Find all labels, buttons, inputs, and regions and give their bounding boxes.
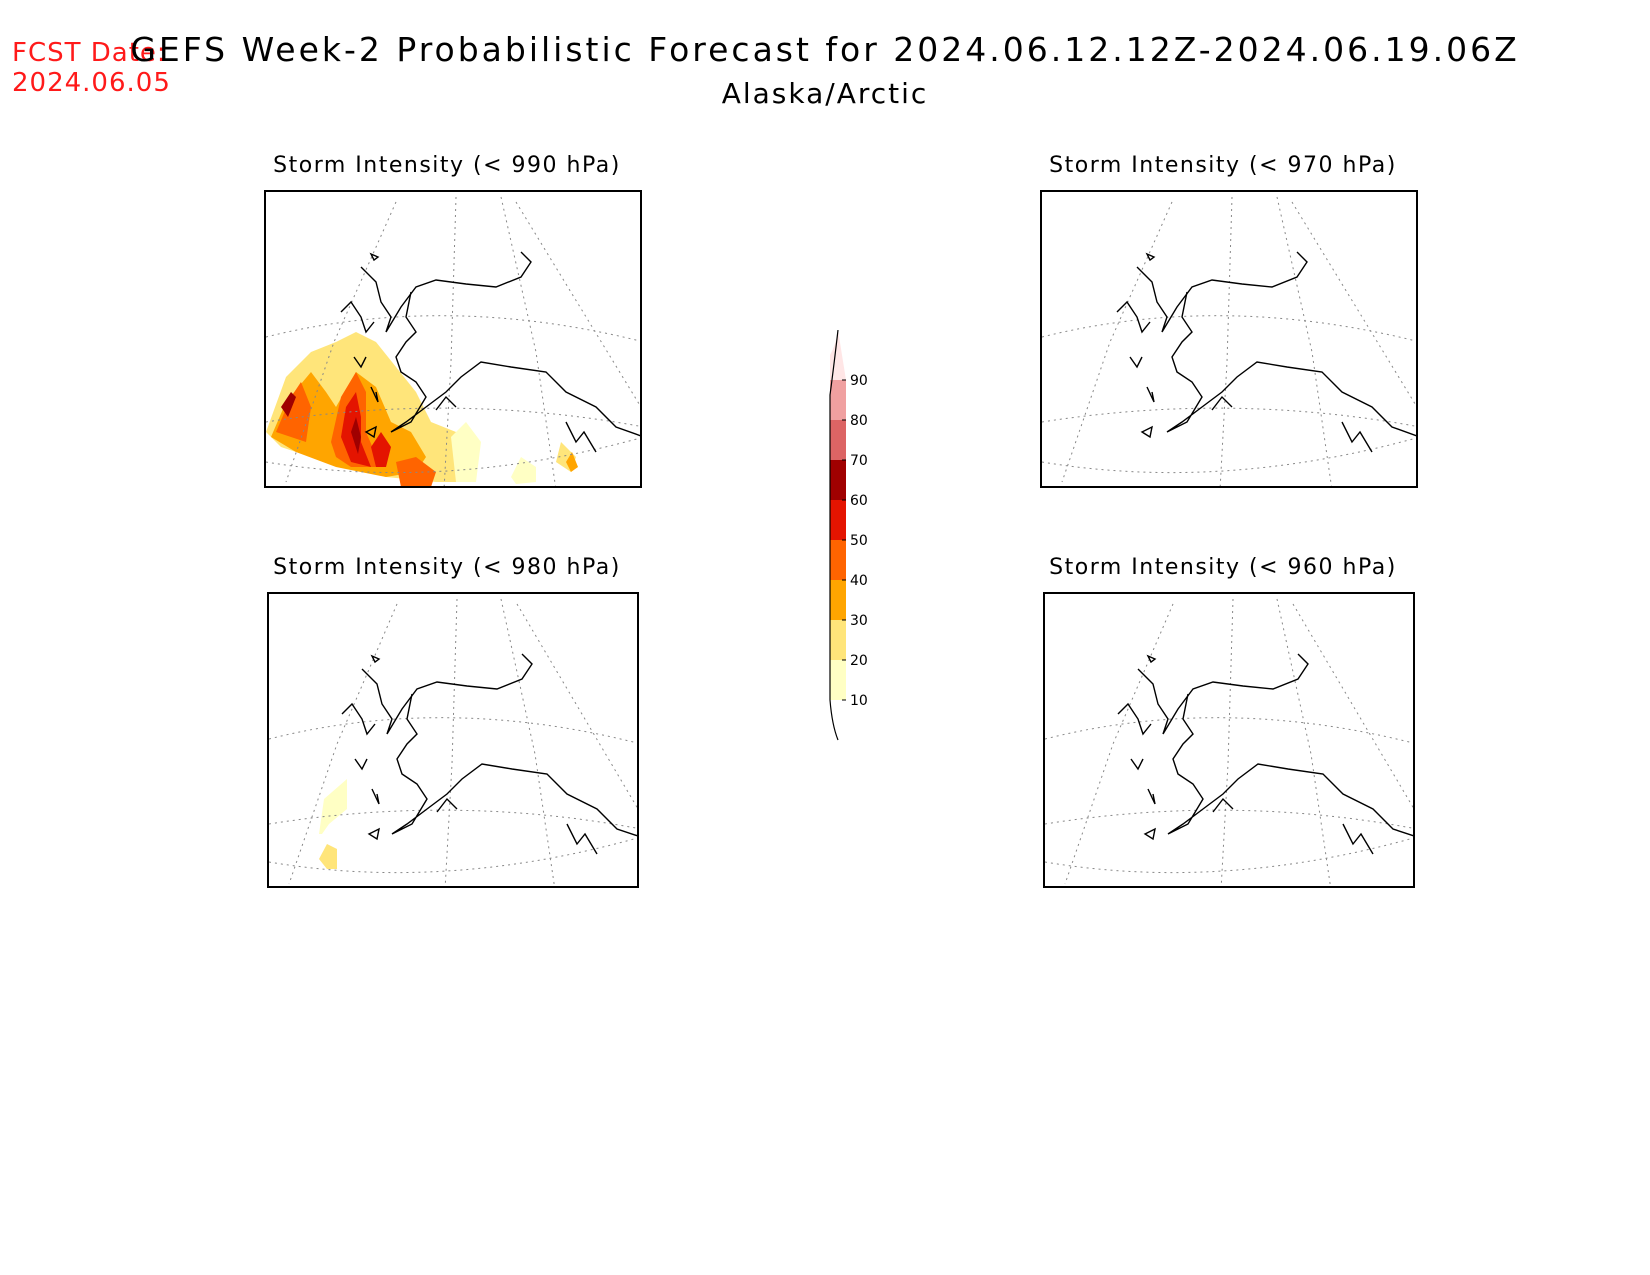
colorbar-tick-label: 10	[850, 693, 868, 709]
map-970-svg	[1042, 196, 1416, 486]
graticule-960	[1045, 598, 1413, 886]
colorbar-swatch	[830, 660, 846, 700]
coastline-980	[341, 653, 637, 855]
map-panel-970	[1040, 190, 1418, 488]
page-title: GEFS Week-2 Probabilistic Forecast for 2…	[0, 30, 1650, 69]
graticule-980	[269, 598, 637, 886]
colorbar-tick-label: 80	[850, 413, 868, 429]
colorbar-tick-label: 60	[850, 493, 868, 509]
panel-title-990: Storm Intensity (< 990 hPa)	[273, 153, 621, 178]
forecast-date-block: FCST Date: 2024.06.05	[12, 38, 171, 98]
map-960-svg	[1045, 598, 1413, 886]
graticule-990	[266, 196, 640, 486]
colorbar-swatch	[830, 540, 846, 580]
forecast-date-label: FCST Date:	[12, 38, 167, 68]
shading-990	[266, 332, 578, 486]
panel-title-970: Storm Intensity (< 970 hPa)	[1049, 153, 1397, 178]
coastline-990	[340, 251, 640, 453]
page-subtitle: Alaska/Arctic	[721, 77, 929, 110]
colorbar: 10 20 30 40 50 60 70 80 90	[829, 330, 868, 741]
colorbar-swatch	[830, 620, 846, 660]
page-title-text: GEFS Week-2 Probabilistic Forecast for 2…	[130, 30, 1520, 69]
colorbar-swatch	[830, 460, 846, 500]
colorbar-tick-label: 70	[850, 453, 868, 469]
colorbar-tick-label: 20	[850, 653, 868, 669]
colorbar-tick-label: 30	[850, 613, 868, 629]
colorbar-outline	[829, 330, 839, 700]
panel-title-960: Storm Intensity (< 960 hPa)	[1049, 555, 1397, 580]
shading-980	[319, 779, 347, 869]
map-panel-990	[264, 190, 642, 488]
colorbar-tick-label: 90	[850, 373, 868, 389]
colorbar-swatch	[830, 500, 846, 540]
map-990-svg	[266, 196, 640, 486]
colorbar-tick-label: 40	[850, 573, 868, 589]
forecast-date-value: 2024.06.05	[12, 68, 171, 98]
coastline-960	[1117, 653, 1413, 855]
colorbar-lower-tail	[829, 699, 839, 741]
colorbar-swatch	[830, 380, 846, 420]
colorbar-tick-label: 50	[850, 533, 868, 549]
map-panel-960	[1043, 592, 1415, 888]
map-panel-980	[267, 592, 639, 888]
coastline-970	[1116, 251, 1416, 453]
colorbar-swatch	[830, 420, 846, 460]
panel-title-980: Storm Intensity (< 980 hPa)	[273, 555, 621, 580]
map-980-svg	[269, 598, 637, 886]
graticule-970	[1042, 196, 1416, 486]
colorbar-swatch	[830, 580, 846, 620]
